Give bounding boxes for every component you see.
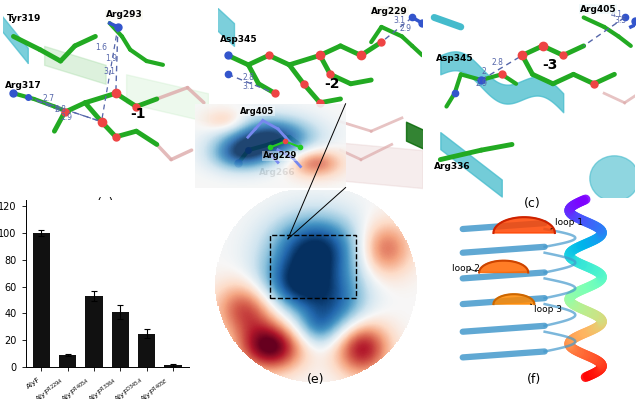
Text: Arg405: Arg405 <box>580 5 616 14</box>
Text: 3.1: 3.1 <box>242 83 254 91</box>
Text: 2.8: 2.8 <box>54 105 67 114</box>
Text: 1.9: 1.9 <box>106 54 118 63</box>
Bar <box>270 235 356 298</box>
Bar <box>59 355 76 367</box>
Text: 3.1: 3.1 <box>104 67 116 76</box>
Text: -2: -2 <box>324 77 340 91</box>
Text: (f): (f) <box>527 373 541 386</box>
Text: 2.8: 2.8 <box>242 73 254 82</box>
Text: loop 1: loop 1 <box>551 218 583 229</box>
Text: Arg266: Arg266 <box>259 168 295 177</box>
Text: loop 2: loop 2 <box>452 263 481 273</box>
Bar <box>138 334 156 367</box>
Text: 4.1: 4.1 <box>611 10 622 20</box>
Bar <box>164 365 182 367</box>
Text: 2.9: 2.9 <box>475 79 487 88</box>
Text: Arg229: Arg229 <box>371 7 408 16</box>
Text: -3: -3 <box>543 57 558 72</box>
Text: Tyr319: Tyr319 <box>7 14 42 23</box>
Text: 3.5: 3.5 <box>614 16 627 25</box>
Text: (c): (c) <box>524 197 541 210</box>
Text: Arg229: Arg229 <box>263 151 297 160</box>
Text: Asp345: Asp345 <box>220 35 257 44</box>
Polygon shape <box>493 294 534 304</box>
Bar <box>112 312 129 367</box>
Text: Arg336: Arg336 <box>434 162 471 171</box>
Polygon shape <box>493 217 555 233</box>
Bar <box>86 296 102 367</box>
Text: 2.9: 2.9 <box>61 113 72 122</box>
Bar <box>33 233 50 367</box>
Circle shape <box>590 156 639 201</box>
Text: Arg293: Arg293 <box>106 10 142 20</box>
Text: 3.1: 3.1 <box>394 16 406 25</box>
Text: (e): (e) <box>307 373 324 386</box>
Text: 2.9: 2.9 <box>400 24 412 33</box>
Text: loop 3: loop 3 <box>531 304 563 314</box>
Text: 2: 2 <box>481 67 486 76</box>
Text: -1: -1 <box>130 107 146 121</box>
Text: (b): (b) <box>311 197 329 210</box>
Text: Arg317: Arg317 <box>5 81 42 90</box>
Text: 2.7: 2.7 <box>42 94 54 103</box>
Text: Asp345: Asp345 <box>436 54 474 63</box>
Text: (a): (a) <box>97 197 115 210</box>
Polygon shape <box>479 261 528 273</box>
Text: Arg405: Arg405 <box>241 107 275 116</box>
Text: 1.6: 1.6 <box>95 43 108 52</box>
Text: 2.8: 2.8 <box>492 58 504 67</box>
